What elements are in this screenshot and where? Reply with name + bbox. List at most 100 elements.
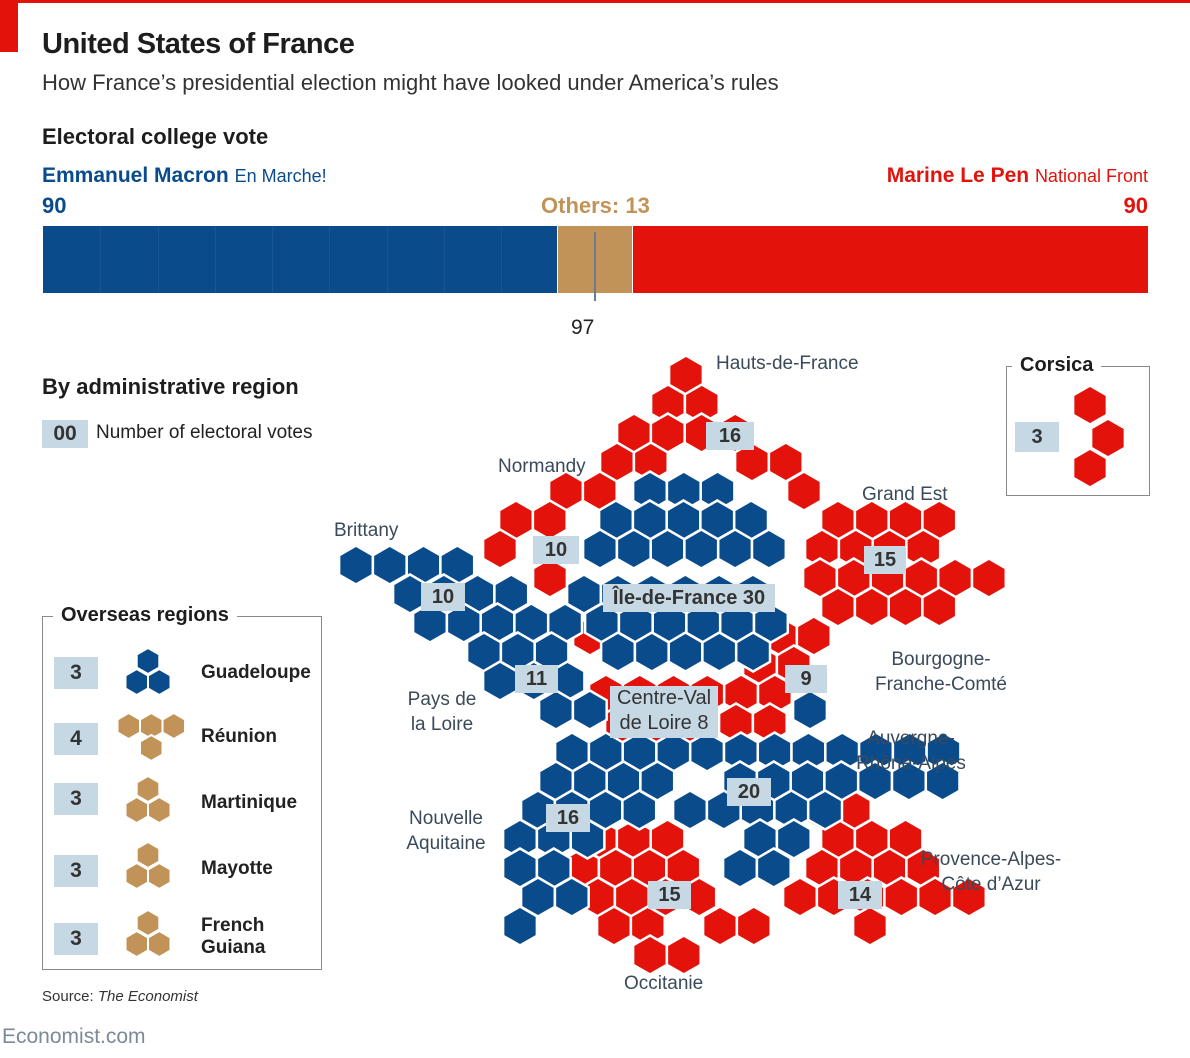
bar-segment-marine-le-pen	[632, 226, 1148, 293]
chart-title: United States of France	[42, 28, 355, 60]
hex-lepen	[851, 905, 889, 947]
votes-pays-de-la-loire: 11	[515, 665, 558, 693]
hex-lepen	[883, 876, 920, 918]
label-bourg-line2: Franche-Comté	[875, 674, 1007, 695]
legend-text: Number of electoral votes	[96, 422, 313, 443]
hex-lepen	[665, 934, 702, 976]
hex-lepen	[795, 615, 832, 657]
hex-macron	[721, 847, 759, 889]
label-pays-line1: Pays de	[407, 689, 477, 710]
lepen-party: National Front	[1034, 166, 1148, 186]
hex-macron	[633, 631, 670, 673]
bar-gridline	[386, 226, 388, 293]
overseas-votes-guadeloupe: 3	[54, 657, 98, 689]
hex-macron	[537, 689, 575, 731]
votes-grand-est: 15	[864, 546, 906, 574]
overseas-title: Overseas regions	[53, 604, 237, 627]
label-auv-line2: Rhône-Alpes	[856, 753, 966, 774]
label-paca-line2: Côte d’Azur	[941, 874, 1041, 895]
hex-macron	[924, 760, 961, 802]
source-name: The Economist	[97, 988, 198, 1005]
overseas-votes-reunion: 4	[54, 723, 98, 755]
hex-overseas-réunion	[139, 733, 164, 763]
votes-paca: 14	[838, 881, 882, 909]
hex-lepen	[921, 586, 958, 628]
hex-macron	[337, 544, 375, 586]
votes-bourgogne: 9	[785, 665, 827, 693]
bar-gridline	[501, 226, 503, 293]
economist-red-tab	[0, 0, 18, 52]
label-bourg-line1: Bourgogne-	[891, 649, 991, 670]
bar-gridline	[329, 226, 331, 293]
label-brittany: Brittany	[334, 520, 399, 541]
centre-line2: de Loire 8	[619, 712, 709, 734]
label-nouv-line1: Nouvelle	[409, 808, 483, 829]
hex-macron	[481, 660, 519, 702]
hex-macron	[615, 528, 652, 570]
hex-lepen	[950, 876, 988, 918]
hex-lepen	[631, 934, 669, 976]
hex-lepen	[819, 586, 857, 628]
votes-normandy: 10	[533, 536, 579, 564]
label-normandy: Normandy	[498, 456, 586, 477]
overseas-votes-french-guiana: 3	[54, 923, 98, 955]
label-nouvelle-aquitaine: Nouvelle Aquitaine	[396, 806, 496, 856]
label-occitanie: Occitanie	[624, 973, 704, 994]
label-pays-de-la-loire: Pays de la Loire	[406, 687, 478, 737]
hex-lepen	[735, 905, 772, 947]
guiana-line1: French	[201, 915, 265, 936]
hex-macron	[581, 528, 619, 570]
votes-occitanie: 15	[648, 881, 691, 909]
bar-gridline	[100, 226, 102, 293]
hex-overseas-french-guiana	[135, 908, 161, 938]
hex-lepen	[531, 499, 568, 541]
legend-vote-box: 00	[42, 420, 88, 448]
overseas-name-french-guiana: French Guiana	[201, 915, 265, 959]
label-paca: Provence-Alpes- Côte d’Azur	[916, 847, 1066, 897]
hex-lepen	[595, 905, 633, 947]
bar-gridline	[214, 226, 216, 293]
top-rule	[0, 0, 1190, 3]
label-auvergne: Auvergne- Rhône-Alpes	[848, 726, 974, 776]
hex-macron	[649, 528, 686, 570]
hex-lepen	[701, 905, 739, 947]
hex-macron	[734, 631, 772, 673]
label-paca-line1: Provence-Alpes-	[920, 849, 1062, 870]
hex-overseas-martinique	[147, 795, 172, 825]
hex-lepen	[481, 528, 519, 570]
votes-auvergne: 20	[727, 778, 771, 806]
votes-hauts-de-france: 16	[706, 422, 754, 450]
hex-lepen	[767, 441, 804, 483]
hex-macron	[806, 789, 844, 831]
hex-lepen	[531, 557, 569, 599]
hex-macron	[775, 818, 812, 860]
label-bourgogne: Bourgogne- Franche-Comté	[866, 647, 1016, 697]
label-hauts-de-france: Hauts-de-France	[716, 353, 859, 374]
hex-overseas-mayotte	[135, 840, 161, 870]
guiana-line2: Guiana	[201, 937, 266, 958]
overseas-votes-mayotte: 3	[54, 855, 98, 887]
label-grand-est: Grand Est	[862, 484, 948, 505]
label-nouv-line2: Aquitaine	[406, 833, 486, 854]
label-pays-line2: la Loire	[410, 714, 474, 735]
majority-label: 97	[571, 316, 595, 339]
hex-overseas-french-guiana	[147, 929, 172, 959]
votes-centre-val-de-loire: Centre-Val de Loire 8	[610, 686, 718, 738]
macron-name: Emmanuel Macron	[42, 164, 229, 187]
macron-vote-total: 90	[42, 193, 67, 218]
votes-ile-de-france: Île-de-France 30	[603, 584, 775, 612]
lepen-name: Marine Le Pen	[886, 164, 1030, 187]
source-label: Source:	[42, 988, 98, 1005]
hex-macron	[688, 731, 726, 773]
hex-overseas-martinique	[135, 774, 161, 804]
hex-lepen	[785, 470, 823, 512]
hex-lepen	[853, 586, 890, 628]
hex-macron	[716, 528, 754, 570]
region-section-heading: By administrative region	[42, 374, 299, 399]
hex-macron	[701, 631, 738, 673]
bar-gridline	[272, 226, 273, 293]
hex-macron	[750, 528, 788, 570]
hex-lepen	[970, 557, 1008, 599]
lepen-legend: Marine Le Pen National Front	[887, 164, 1148, 188]
bar-gridline	[157, 226, 159, 293]
